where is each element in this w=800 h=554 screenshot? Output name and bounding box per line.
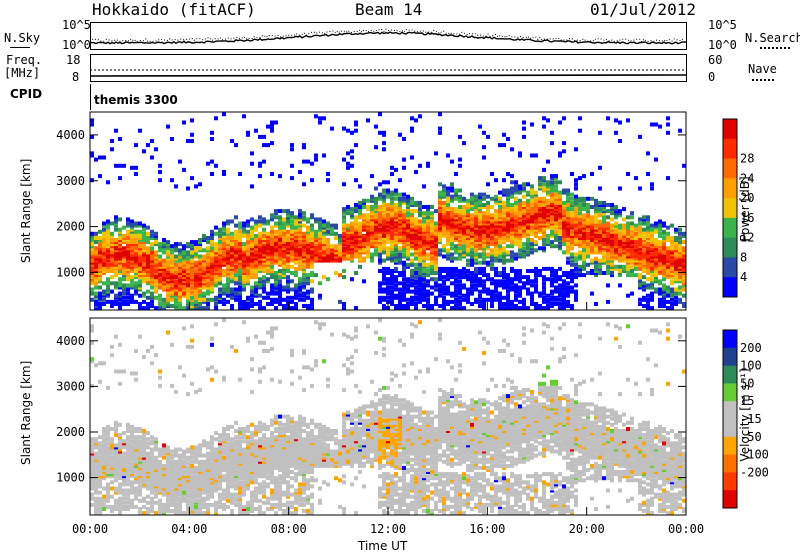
velocity-ytick-label-2: 3000 [56,379,85,393]
freq-tick-low: 8 [72,70,80,84]
freq-panel-frame [90,54,687,82]
power-colorbar-cell-4 [723,198,737,219]
velocity-colorbar-cell-1 [723,347,737,367]
freq-unit-label: [MHz] [4,66,41,80]
velocity-colorbar-cell-0 [723,330,737,349]
velocity-colorbar-tick-7: -200 [740,465,769,479]
power-colorbar-frame [722,118,738,298]
velocity-colorbar-cell-7 [723,454,737,473]
power-heatmap [90,112,686,311]
power-colorbar-tick-5: 24 [740,171,754,185]
nave-legend-line [752,79,774,81]
cpid-label: CPID [10,87,43,101]
nsky-label: N.Sky [4,31,41,45]
power-colorbar-tick-0: 4 [740,270,747,284]
nave-tick-low: 0 [708,70,716,84]
nsearch-legend-line [760,47,790,49]
velocity-ytick-label-0: 1000 [56,471,85,485]
date-title: 01/Jul/2012 [590,0,696,19]
freq-trace [89,74,687,77]
velocity-colorbar-tick-4: -15 [740,412,762,426]
cpid-value: themis 3300 [94,93,178,107]
power-colorbar-cell-7 [723,257,737,278]
power-colorbar-cell-6 [723,237,737,258]
nsearch-label: N.Search [745,31,800,45]
xtick-label-3: 12:00 [370,522,406,536]
power-colorbar-cell-1 [723,138,737,160]
beam-title: Beam 14 [355,0,423,19]
velocity-ytick-label-3: 4000 [56,334,85,348]
station-title: Hokkaido (fitACF) [92,0,256,19]
velocity-colorbar-cell-3 [723,383,737,402]
nave-tick-high: 60 [708,53,723,67]
noise-tick-right-high: 10^5 [708,18,737,32]
power-colorbar-tick-6: 28 [740,152,754,166]
power-colorbar-cell-0 [723,119,737,140]
noise-tick-right-low: 10^0 [708,38,737,52]
velocity-heatmap [90,318,686,516]
power-colorbar-tick-4: 20 [740,191,754,205]
velocity-ytick-label-1: 2000 [56,425,85,439]
x-axis-label: Time UT [358,539,408,553]
velocity-colorbar-tick-0: 200 [740,341,762,355]
power-colorbar-tick-3: 16 [740,211,754,225]
velocity-colorbar-frame [722,329,738,509]
xtick-label-1: 04:00 [171,522,207,536]
velocity-colorbar-cell-9 [723,490,737,509]
xtick-label-4: 16:00 [469,522,505,536]
freq-label: Freq. [6,53,43,67]
noise-tick-left-high: 10^5 [62,18,91,32]
velocity-colorbar-cell-8 [723,472,737,491]
power-ytick-label-3: 4000 [56,128,85,142]
velocity-colorbar-tick-1: 100 [740,359,762,373]
velocity-colorbar-cell-4 [723,401,737,420]
xtick-label-5: 20:00 [569,522,605,536]
noise-panel-frame [90,22,687,50]
velocity-colorbar-cell-2 [723,365,737,384]
xtick-label-2: 08:00 [271,522,307,536]
xtick-label-0: 00:00 [72,522,108,536]
cpid-divider [90,84,91,110]
power-ytick-label-0: 1000 [56,265,85,279]
noise-tick-left-low: 10^0 [62,38,91,52]
freq-tick-high: 18 [66,53,81,67]
nsearch-trace [89,28,687,43]
nsky-legend-line [10,47,30,48]
velocity-colorbar-tick-6: -100 [740,448,769,462]
velocity-colorbar-tick-2: 50 [740,376,754,390]
power-colorbar-cell-3 [723,178,737,199]
power-colorbar-tick-1: 8 [740,250,747,264]
velocity-colorbar-cell-5 [723,419,737,438]
power-colorbar-tick-2: 12 [740,231,754,245]
nave-label: Nave [748,62,777,76]
power-colorbar-cell-2 [723,158,737,179]
velocity-colorbar-tick-3: 15 [740,394,754,408]
power-colorbar-cell-8 [723,277,737,298]
velocity-colorbar-cell-6 [723,436,737,456]
power-ytick-label-2: 3000 [56,174,85,188]
power-colorbar-cell-5 [723,217,737,239]
velocity-colorbar-tick-5: -50 [740,430,762,444]
xtick-label-6: 00:00 [668,522,704,536]
nsky-trace [90,31,687,45]
power-ytick-label-1: 2000 [56,220,85,234]
